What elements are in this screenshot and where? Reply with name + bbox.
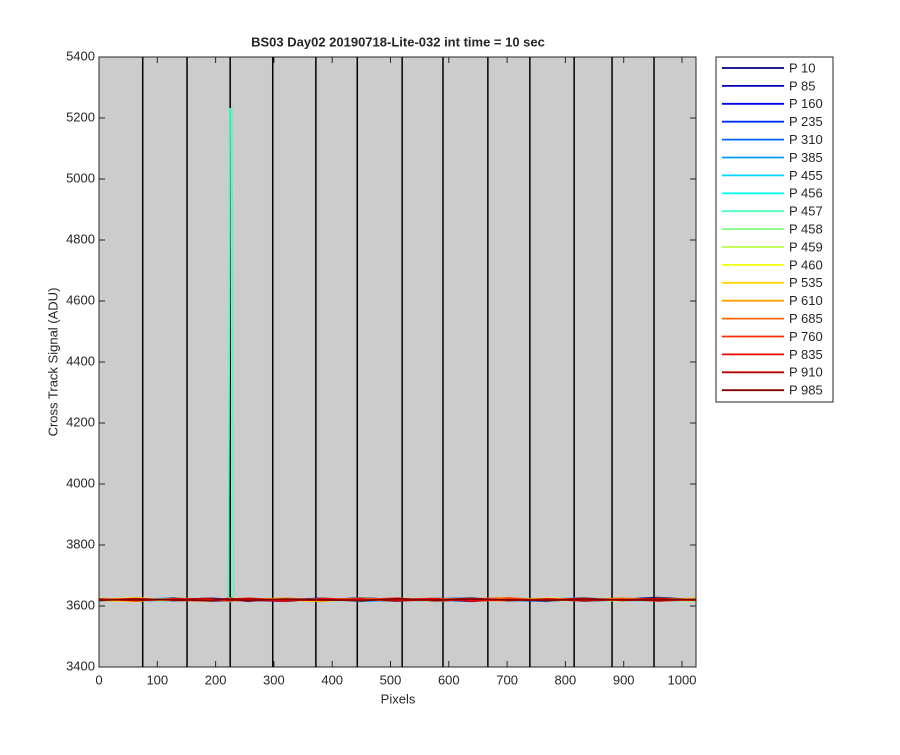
legend-label: P 535	[789, 275, 823, 290]
legend-label: P 835	[789, 347, 823, 362]
x-tick-label: 600	[438, 672, 460, 687]
y-tick-label: 4800	[66, 231, 95, 246]
legend-label: P 456	[789, 186, 823, 201]
legend-label: P 457	[789, 204, 823, 219]
x-tick-label: 0	[95, 672, 102, 687]
x-tick-label: 500	[380, 672, 402, 687]
y-tick-label: 3400	[66, 658, 95, 673]
y-tick-label: 4000	[66, 475, 95, 490]
legend-label: P 160	[789, 96, 823, 111]
legend-label: P 310	[789, 132, 823, 147]
legend-label: P 985	[789, 383, 823, 398]
y-axis-label: Cross Track Signal (ADU)	[45, 288, 60, 437]
legend-label: P 910	[789, 365, 823, 380]
legend-label: P 385	[789, 150, 823, 165]
y-tick-label: 3800	[66, 536, 95, 551]
series-line	[98, 597, 697, 602]
legend-label: P 459	[789, 239, 823, 254]
legend-label: P 85	[789, 78, 816, 93]
x-tick-label: 400	[321, 672, 343, 687]
y-tick-label: 5000	[66, 170, 95, 185]
x-tick-label: 800	[555, 672, 577, 687]
y-tick-label: 5200	[66, 109, 95, 124]
y-tick-label: 3600	[66, 597, 95, 612]
legend-label: P 10	[789, 60, 816, 75]
legend-label: P 235	[789, 114, 823, 129]
series-line	[98, 597, 697, 602]
legend-label: P 610	[789, 293, 823, 308]
legend-label: P 455	[789, 168, 823, 183]
y-tick-label: 5400	[66, 48, 95, 63]
y-tick-label: 4600	[66, 292, 95, 307]
x-tick-label: 900	[613, 672, 635, 687]
x-tick-label: 700	[496, 672, 518, 687]
y-tick-label: 4200	[66, 414, 95, 429]
plot-background	[99, 57, 696, 667]
marks	[98, 57, 697, 667]
x-tick-label: 1000	[668, 672, 697, 687]
x-tick-label: 100	[146, 672, 168, 687]
x-axis-label: Pixels	[381, 691, 416, 706]
chart-title: BS03 Day02 20190718-Lite-032 int time = …	[251, 34, 545, 49]
x-tick-label: 200	[205, 672, 227, 687]
legend-label: P 685	[789, 311, 823, 326]
y-tick-label: 4400	[66, 353, 95, 368]
legend-label: P 760	[789, 329, 823, 344]
x-tick-label: 300	[263, 672, 285, 687]
legend-label: P 458	[789, 222, 823, 237]
legend-label: P 460	[789, 257, 823, 272]
